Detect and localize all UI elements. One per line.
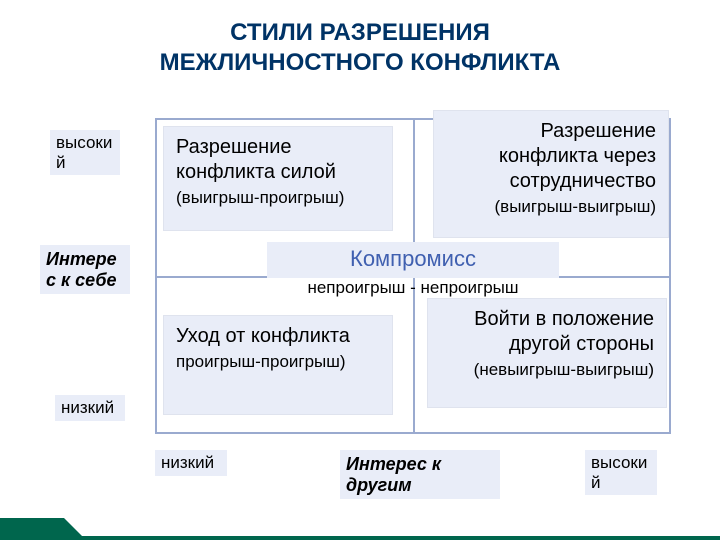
quadrant-tr-sub: (выигрыш-выигрыш) — [495, 197, 657, 216]
quadrant-bl-main: Уход от конфликта — [176, 325, 350, 347]
page-title: СТИЛИ РАЗРЕШЕНИЯ МЕЖЛИЧНОСТНОГО КОНФЛИКТ… — [0, 18, 720, 78]
quadrant-bl-sub: проигрыш-проигрыш) — [176, 352, 346, 371]
quadrant-br-sub: (невыигрыш-выигрыш) — [474, 360, 654, 379]
quadrant-tr-main: Разрешение конфликта через сотрудничеств… — [499, 120, 656, 192]
center-main: Компромисс — [267, 242, 559, 278]
quadrant-tl-main: Разрешение конфликта силой — [176, 136, 336, 183]
quadrant-br-main: Войти в положение другой стороны — [474, 308, 654, 355]
x-axis-low-label: низкий — [155, 450, 227, 476]
quadrant-top-right: Разрешение конфликта через сотрудничеств… — [433, 110, 669, 238]
matrix-frame: Разрешение конфликта силой (выигрыш-прои… — [155, 118, 671, 434]
page: СТИЛИ РАЗРЕШЕНИЯ МЕЖЛИЧНОСТНОГО КОНФЛИКТ… — [0, 0, 720, 540]
y-axis-low-label: низкий — [55, 395, 125, 421]
accent-tab — [0, 518, 64, 540]
quadrant-bottom-left: Уход от конфликта проигрыш-проигрыш) — [163, 315, 393, 415]
x-axis-high-label: высокий — [585, 450, 657, 495]
y-axis-title: Интерес к себе — [40, 245, 130, 294]
x-axis-title: Интерес к другим — [340, 450, 500, 499]
quadrant-top-left: Разрешение конфликта силой (выигрыш-прои… — [163, 126, 393, 231]
center-sub: непроигрыш - непроигрыш — [267, 278, 559, 298]
quadrant-bottom-right: Войти в положение другой стороны (невыиг… — [427, 298, 667, 408]
quadrant-tl-sub: (выигрыш-проигрыш) — [176, 188, 344, 207]
accent-line — [0, 536, 720, 540]
y-axis-high-label: высокий — [50, 130, 120, 175]
